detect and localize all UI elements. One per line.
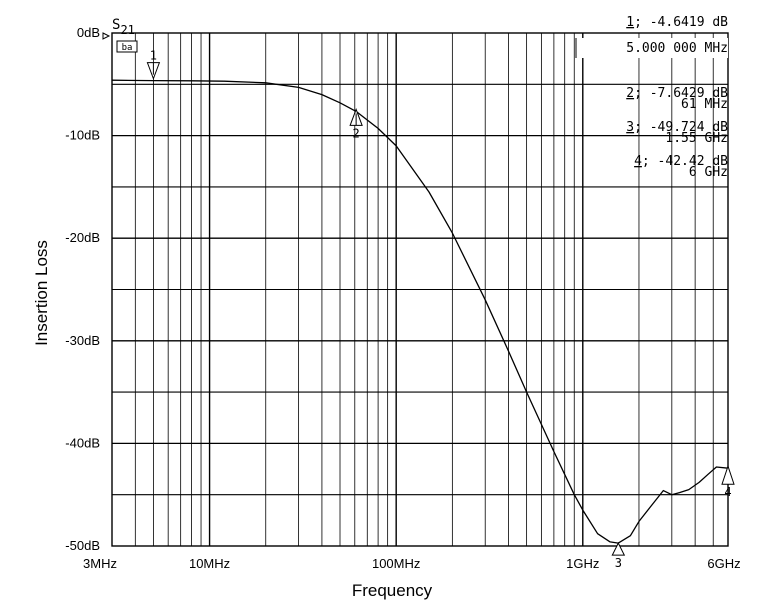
markers-group: 1 2 3 4: [146, 49, 735, 570]
readout-freq: 1.55 GHz: [665, 131, 728, 146]
readout-3: 3; -49.724 dB1.55 GHz: [626, 120, 728, 146]
scale-badge-box: [116, 40, 138, 53]
marker-2: 2: [349, 107, 363, 140]
x-tick-label: 100MHz: [372, 556, 420, 571]
y-tick-label: -50dB: [65, 538, 100, 553]
x-tick-label: 1GHz: [566, 556, 599, 571]
series-line-s21: [111, 79, 729, 544]
readout-value: 2; -7.6429 dB: [626, 86, 728, 101]
y-axis-title: Insertion Loss: [32, 240, 51, 346]
y-tick-label: -20dB: [65, 230, 100, 245]
x-axis-ticks: 3MHz 10MHz 100MHz 1GHz 6GHz: [83, 556, 741, 571]
readout-1: 1; -4.6419 dB 5.000 000 MHz: [575, 15, 728, 58]
marker-1: 1: [146, 49, 161, 81]
readout-freq: 5.000 000 MHz: [626, 41, 728, 56]
trace-label: S21: [112, 17, 135, 37]
plot-grid: [111, 32, 729, 547]
y-tick-label: 0dB: [77, 25, 100, 40]
x-axis-title: Frequency: [352, 581, 433, 600]
x-tick-label: 6GHz: [707, 556, 740, 571]
marker-label: 2: [353, 126, 360, 140]
marker-3: 3: [611, 542, 626, 570]
marker-triangle-icon: [721, 464, 735, 485]
reference-pointer-icon: [102, 32, 111, 40]
readout-4: 4; -42.42 dB6 GHz: [634, 154, 728, 180]
marker-triangle-icon: [611, 542, 626, 556]
y-axis-ticks: 0dB -10dB -20dB -30dB -40dB -50dB: [65, 25, 100, 553]
readout-box: [576, 38, 728, 58]
marker-4: 4: [721, 464, 735, 499]
y-tick-label: -40dB: [65, 435, 100, 450]
series-group: [111, 79, 729, 544]
readout-value: 1; -4.6419 dB: [626, 15, 728, 30]
y-tick-label: -10dB: [65, 128, 100, 143]
readout-freq: 61 MHz: [681, 97, 728, 112]
y-tick-label: -30dB: [65, 333, 100, 348]
x-tick-label: 10MHz: [189, 556, 230, 571]
readout-value: 3; -49.724 dB: [626, 120, 728, 135]
scale-badge: ba: [122, 43, 133, 53]
marker-label: 4: [724, 485, 731, 499]
readout-freq: 6 GHz: [689, 165, 728, 180]
marker-label: 3: [615, 556, 622, 570]
x-tick-label: 3MHz: [83, 556, 117, 571]
readout-value: 4; -42.42 dB: [634, 154, 728, 169]
marker-label: 1: [150, 49, 157, 63]
